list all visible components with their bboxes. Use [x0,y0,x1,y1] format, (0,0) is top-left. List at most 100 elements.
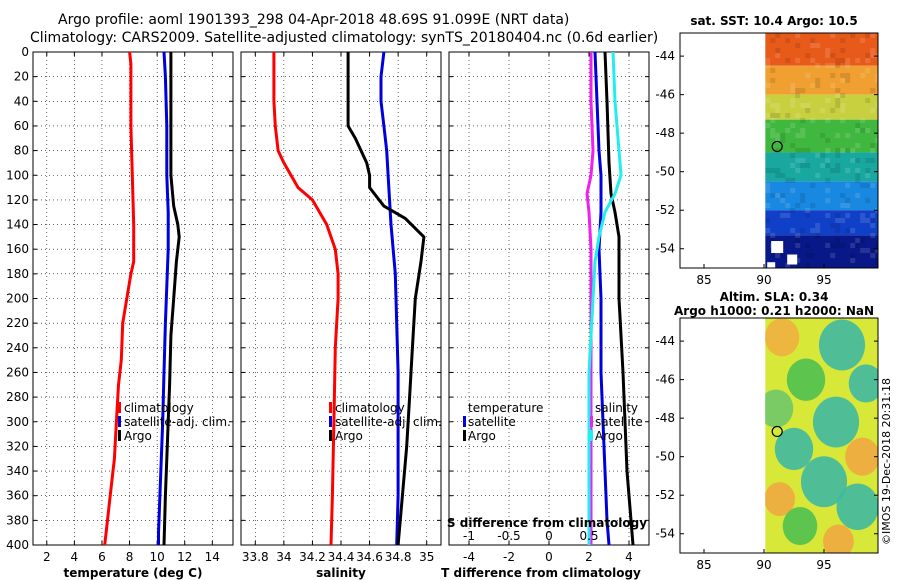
sst-pixel [875,78,879,83]
sst-pixel [815,78,821,83]
sst-pixel [800,88,806,93]
sst-pixel [785,58,791,63]
y-tick-label: 340 [6,464,29,478]
sst-pixel [775,108,781,113]
sst-pixel [840,73,846,78]
sst-pixel [780,193,786,198]
sst-pixel [850,258,856,263]
sst-pixel [875,243,879,248]
sst-pixel [835,223,841,228]
sla-blob [786,358,826,401]
sst-pixel [770,128,776,133]
sst-pixel [835,148,841,153]
sst-pixel [855,123,861,128]
x-tick-label: -2 [503,550,515,564]
sst-pixel [870,33,876,38]
sst-pixel [860,128,866,133]
sst-pixel [805,53,811,58]
legend-label: satellite-adj. clim. [124,415,231,429]
sst-pixel [825,98,831,103]
sst-pixel [835,98,841,103]
sst-pixel [830,253,836,258]
y-tick-label: 160 [6,242,29,256]
missing-data [767,262,776,268]
sst-pixel [840,243,846,248]
sst-pixel [795,243,801,248]
sla-blob [836,483,879,531]
legend-swatch [590,416,593,427]
sst-pixel [770,113,776,118]
sst-pixel [865,33,871,38]
sst-pixel [845,168,851,173]
sst-pixel [805,148,811,153]
legend-swatch [463,430,466,441]
sst-pixel [800,158,806,163]
sst-pixel [875,53,879,58]
sst-pixel [840,108,846,113]
sst-pixel [765,228,771,233]
sst-pixel [850,158,856,163]
sst-pixel [780,133,786,138]
legend-label: satellite [595,415,643,429]
sst-pixel [780,253,786,258]
sst-pixel [870,213,876,218]
sst-pixel [805,163,811,168]
sst-pixel [835,58,841,63]
x-tick-label: 34.8 [385,550,412,564]
secondary-tick-label: -1 [463,529,475,543]
sst-band [765,119,878,153]
sst-pixel [815,153,821,158]
sst-pixel [790,88,796,93]
sst-pixel [835,63,841,68]
map-y-tick-label: -44 [655,334,675,348]
sst-pixel [825,188,831,193]
sst-pixel [790,143,796,148]
sst-pixel [810,253,816,258]
sst-pixel [790,228,796,233]
sst-pixel [785,213,791,218]
sst-pixel [810,183,816,188]
map-y-tick-label: -46 [655,373,675,387]
sst-pixel [770,168,776,173]
x-axis-label: temperature (deg C) [64,566,203,580]
sst-pixel [840,118,846,123]
x-tick-label: 34.4 [328,550,355,564]
sst-pixel [775,173,781,178]
legend-label: Argo [595,429,623,443]
argo-marker [771,140,783,153]
sla-blob [774,427,814,471]
legend-label: satellite-adj. clim. [335,415,442,429]
sst-pixel [865,248,871,253]
sst-pixel [780,173,786,178]
sst-pixel [805,213,811,218]
sst-pixel [805,208,811,213]
sst-pixel [830,53,836,58]
sst-pixel [820,133,826,138]
map-y-tick-label: -52 [655,488,675,502]
sst-pixel [770,68,776,73]
y-tick-label: 360 [6,489,29,503]
panel-salinity: 33.8 34 34.2 34.4 34.6 34.8 35 salinity climatol… [240,51,442,580]
sst-pixel [775,193,781,198]
sst-pixel [800,148,806,153]
sst-pixel [785,178,791,183]
sst-pixel [825,163,831,168]
sst-pixel [795,238,801,243]
sst-pixel [855,168,861,173]
sst-pixel [815,233,821,238]
y-tick-label: 120 [6,193,29,207]
sst-pixel [790,153,796,158]
sst-pixel [815,83,821,88]
sst-pixel [825,138,831,143]
sst-pixel [870,108,876,113]
sst-pixel [825,118,831,123]
sst-pixel [825,198,831,203]
sst-pixel [805,263,811,268]
y-tick-label: 220 [6,316,29,330]
sst-pixel [795,258,801,263]
series-line-satellite-adj-clim- [379,51,400,546]
y-tick-label: 180 [6,267,29,281]
sst-pixel [865,218,871,223]
